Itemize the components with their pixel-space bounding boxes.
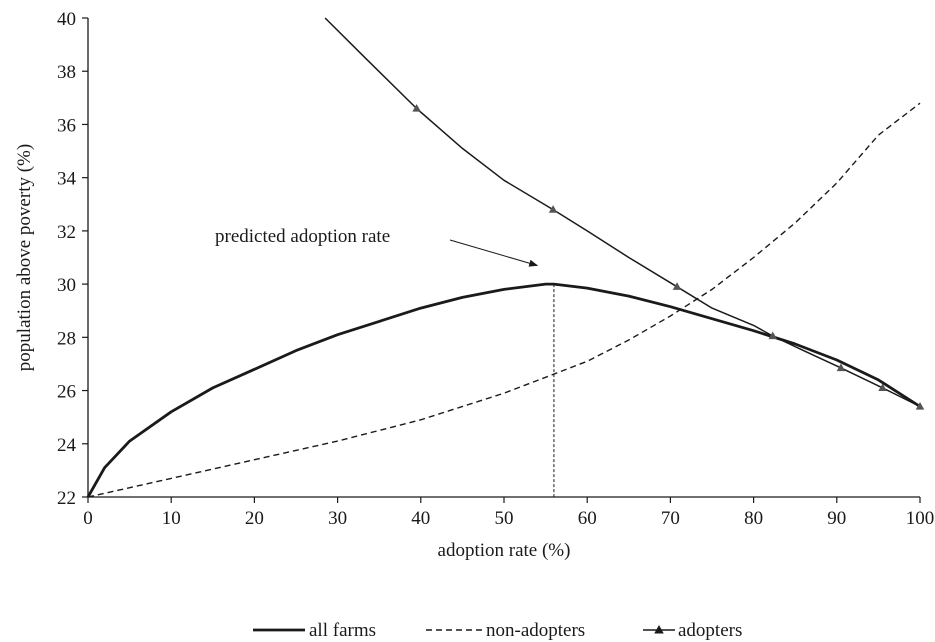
adopters-point [836, 363, 846, 372]
x-tick-label: 0 [83, 508, 93, 529]
adopters-point [548, 205, 558, 213]
x-tick-label: 40 [411, 508, 430, 529]
y-tick-label: 36 [57, 115, 76, 136]
x-axis-title: adoption rate (%) [438, 540, 571, 561]
adopters-markers [412, 103, 925, 410]
legend-marker-adopters [654, 625, 664, 634]
legend-label-all-farms: all farms [309, 620, 376, 641]
y-tick-label: 32 [57, 222, 76, 243]
x-tick-label: 70 [661, 508, 680, 529]
y-tick-label: 22 [57, 488, 76, 509]
legend-label-adopters: adopters [678, 620, 742, 641]
adopters-point [878, 383, 887, 392]
x-tick-label: 20 [245, 508, 264, 529]
y-axis-title: population above poverty (%) [14, 144, 35, 371]
series-line-adopters [324, 17, 921, 408]
series-line-all-farms [86, 282, 921, 498]
x-axis-ticks: 0 10 20 30 40 50 60 70 80 90 100 [83, 497, 934, 529]
y-tick-label: 40 [57, 9, 76, 30]
x-tick-label: 60 [578, 508, 597, 529]
y-tick-label: 28 [57, 328, 76, 349]
annotation-label: predicted adoption rate [215, 226, 390, 247]
y-axis-ticks: 22 24 26 28 30 32 34 36 38 40 [57, 9, 88, 509]
x-tick-label: 50 [495, 508, 514, 529]
y-tick-label: 34 [57, 169, 77, 190]
x-tick-label: 30 [328, 508, 347, 529]
adopters-point [412, 103, 421, 112]
y-tick-label: 30 [57, 275, 76, 296]
x-tick-label: 80 [744, 508, 763, 529]
annotation-arrow [449, 239, 539, 267]
x-tick-label: 90 [827, 508, 846, 529]
axes [87, 18, 920, 498]
adopters-point [768, 331, 778, 340]
x-tick-label: 100 [906, 508, 935, 529]
y-tick-label: 38 [57, 62, 76, 83]
series-line-non-adopters [87, 102, 921, 498]
legend: all farms non-adopters adopters [253, 620, 742, 641]
plot-lines [86, 17, 921, 498]
x-tick-label: 10 [162, 508, 181, 529]
y-tick-label: 26 [57, 382, 76, 403]
adopters-point [672, 282, 682, 290]
legend-label-non-adopters: non-adopters [486, 620, 585, 641]
adopters-point [915, 402, 925, 410]
y-tick-label: 24 [57, 435, 77, 456]
